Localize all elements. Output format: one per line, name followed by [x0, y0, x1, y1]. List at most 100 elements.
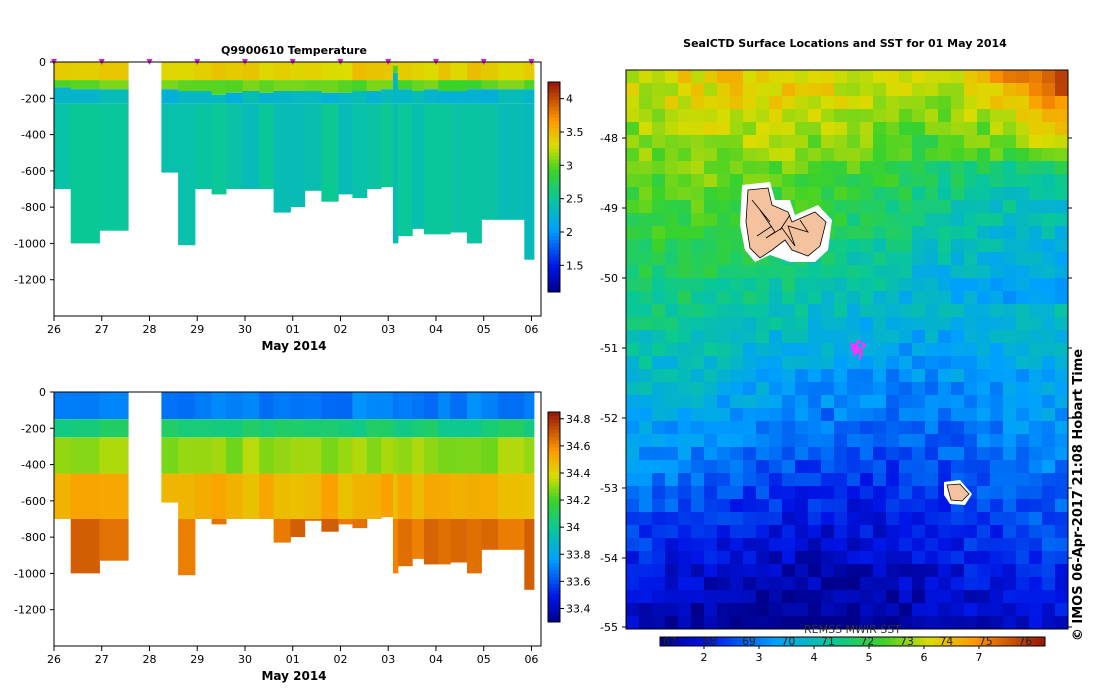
sst-cell: [743, 356, 757, 370]
sst-cell: [951, 421, 965, 435]
sst-cell: [704, 447, 718, 461]
sal-profile-cell: [178, 519, 196, 576]
sst-cell: [756, 135, 770, 149]
sst-colorbar-segment: [895, 637, 902, 646]
sst-cell: [834, 161, 848, 175]
sst-cell: [847, 408, 861, 422]
sst-cell: [665, 148, 679, 162]
sst-cell: [795, 512, 809, 526]
sst-cell: [704, 317, 718, 331]
sst-colorbar-segment: [712, 637, 719, 646]
sst-cell: [964, 109, 978, 123]
credit-text: © IMOS 06-Apr-2017 21:08 Hobart Time: [1071, 349, 1086, 641]
temp-profile-cell: [450, 103, 468, 233]
sst-cell: [977, 317, 991, 331]
sal-colorbar-segment: [548, 545, 560, 549]
sal-colorbar-segment: [548, 618, 560, 623]
sst-cell: [782, 525, 796, 539]
sal-x-tick-label: 02: [333, 653, 347, 666]
sst-cell: [938, 174, 952, 188]
temp-profile-cell: [366, 62, 382, 81]
sst-cell: [977, 83, 991, 97]
sst-colorbar-segment: [847, 637, 853, 646]
sst-cell: [925, 486, 939, 500]
sst-cell: [795, 70, 809, 84]
sst-cell: [717, 551, 731, 565]
sst-cell: [756, 434, 770, 448]
temp-profile-cell: [393, 65, 399, 73]
temp-profile-cell: [498, 80, 525, 90]
sst-map-latitude-axis: -48-49-50-51-52-53-54-55: [600, 132, 1072, 634]
sst-cell: [1029, 382, 1043, 396]
sst-cell: [652, 525, 666, 539]
sal-colorbar-segment: [548, 562, 560, 567]
sst-cell: [717, 291, 731, 305]
sst-cell: [717, 616, 731, 629]
sst-cell: [899, 317, 913, 331]
sst-cell: [834, 434, 848, 448]
sal-profile-cell: [438, 473, 451, 519]
sst-cell: [821, 317, 835, 331]
temp-profile-cell: [412, 62, 425, 81]
sal-profile-cell: [412, 519, 425, 559]
sst-cell: [938, 213, 952, 227]
sst-cell: [1016, 551, 1030, 565]
sst-cell: [964, 499, 978, 513]
sst-cell: [951, 252, 965, 266]
sst-cell: [717, 304, 731, 318]
sst-cell: [769, 174, 783, 188]
sal-profile-cell: [338, 437, 353, 474]
sst-cell: [743, 447, 757, 461]
sst-cell: [626, 161, 640, 175]
sst-cell: [847, 590, 861, 604]
sst-colorbar-segment: [833, 637, 839, 646]
sst-cell: [860, 395, 874, 409]
sal-profile-cell: [424, 473, 439, 519]
sst-cell: [977, 278, 991, 292]
sst-cell: [795, 317, 809, 331]
sst-colorbar-segment: [881, 637, 887, 646]
sst-cell: [782, 330, 796, 344]
sst-cell: [912, 200, 926, 214]
sst-cell: [717, 278, 731, 292]
sst-cell: [899, 512, 913, 526]
sst-cell: [678, 447, 692, 461]
sst-cell: [1003, 148, 1017, 162]
sst-cell: [704, 96, 718, 110]
sst-cell: [964, 122, 978, 136]
sst-cell: [925, 265, 939, 279]
temperature-x-axis: 26 27 28 29 30 01 02 03 04 05 06: [47, 316, 538, 336]
sst-cell: [665, 382, 679, 396]
sst-cell: [795, 590, 809, 604]
sst-cell: [1042, 239, 1056, 253]
sst-cell: [626, 109, 640, 123]
sst-cell: [860, 434, 874, 448]
sst-colorbar-top-tick: 69: [742, 635, 756, 648]
sst-cell: [977, 512, 991, 526]
sst-cell: [925, 512, 939, 526]
sst-cell: [1042, 538, 1056, 552]
sal-profile-cell: [161, 419, 179, 438]
sal-profile-cell: [450, 392, 468, 420]
sst-cell: [1055, 499, 1068, 513]
sst-cell: [639, 603, 653, 617]
sst-cell: [652, 291, 666, 305]
sst-cell: [1003, 317, 1017, 331]
sst-colorbar-segment: [746, 637, 752, 646]
sst-cell: [1029, 291, 1043, 305]
sst-cell: [925, 83, 939, 97]
sst-cell: [626, 434, 640, 448]
sst-cell: [873, 447, 887, 461]
sst-cell: [899, 551, 913, 565]
sal-profile-cell: [211, 519, 227, 525]
sst-cell: [1016, 122, 1030, 136]
temp-profile-cell: [178, 80, 196, 91]
temp-profile-cell: [259, 92, 275, 104]
sst-cell: [938, 135, 952, 149]
sst-cell: [1042, 200, 1056, 214]
sst-cell: [665, 564, 679, 578]
sal-colorbar-segment: [548, 580, 560, 584]
sst-cell: [782, 187, 796, 201]
sal-y-tick-label: -400: [21, 459, 46, 472]
sst-cell: [951, 226, 965, 240]
